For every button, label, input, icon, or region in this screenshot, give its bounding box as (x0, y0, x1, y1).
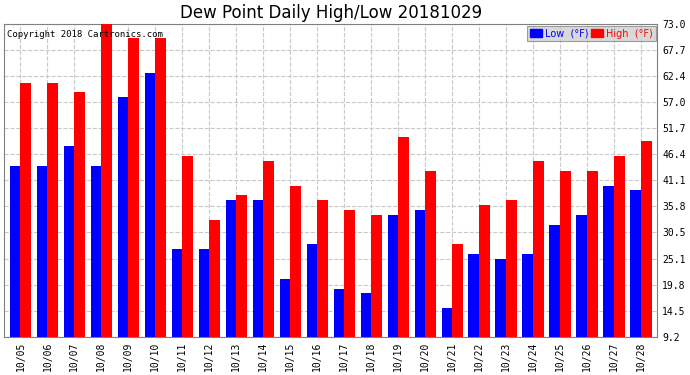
Bar (442, 308, 453, 337)
Bar (317, 200, 328, 337)
Bar (549, 225, 560, 337)
Text: Copyright 2018 Cartronics.com: Copyright 2018 Cartronics.com (8, 30, 164, 39)
Bar (604, 186, 614, 337)
Bar (37, 166, 48, 337)
Bar (371, 215, 382, 337)
Bar (360, 294, 371, 337)
Bar (199, 249, 209, 337)
Legend: Low  (°F), High  (°F): Low (°F), High (°F) (527, 26, 656, 42)
Bar (344, 210, 355, 337)
Bar (631, 190, 641, 337)
Bar (253, 200, 264, 337)
Bar (398, 136, 409, 337)
Bar (495, 259, 506, 337)
Bar (144, 73, 155, 337)
Bar (209, 220, 220, 337)
Bar (63, 146, 75, 337)
Bar (237, 195, 247, 337)
Bar (48, 82, 58, 337)
Bar (117, 97, 128, 337)
Bar (101, 19, 112, 337)
Bar (172, 249, 182, 337)
Bar (469, 254, 480, 337)
Bar (453, 244, 463, 337)
Bar (506, 200, 517, 337)
Bar (182, 156, 193, 337)
Title: Dew Point Daily High/Low 20181029: Dew Point Daily High/Low 20181029 (180, 4, 482, 22)
Bar (10, 166, 21, 337)
Bar (226, 200, 237, 337)
Bar (264, 161, 274, 337)
Bar (533, 161, 544, 337)
Bar (425, 171, 436, 337)
Bar (290, 186, 301, 337)
Bar (415, 210, 425, 337)
Bar (75, 92, 85, 337)
Bar (90, 166, 101, 337)
Bar (641, 141, 652, 337)
Bar (279, 279, 290, 337)
Bar (155, 38, 166, 337)
Bar (333, 288, 344, 337)
Bar (128, 38, 139, 337)
Bar (388, 215, 398, 337)
Bar (560, 171, 571, 337)
Bar (587, 171, 598, 337)
Bar (614, 156, 625, 337)
Bar (480, 205, 490, 337)
Bar (522, 254, 533, 337)
Bar (306, 244, 317, 337)
Bar (576, 215, 587, 337)
Bar (21, 82, 31, 337)
